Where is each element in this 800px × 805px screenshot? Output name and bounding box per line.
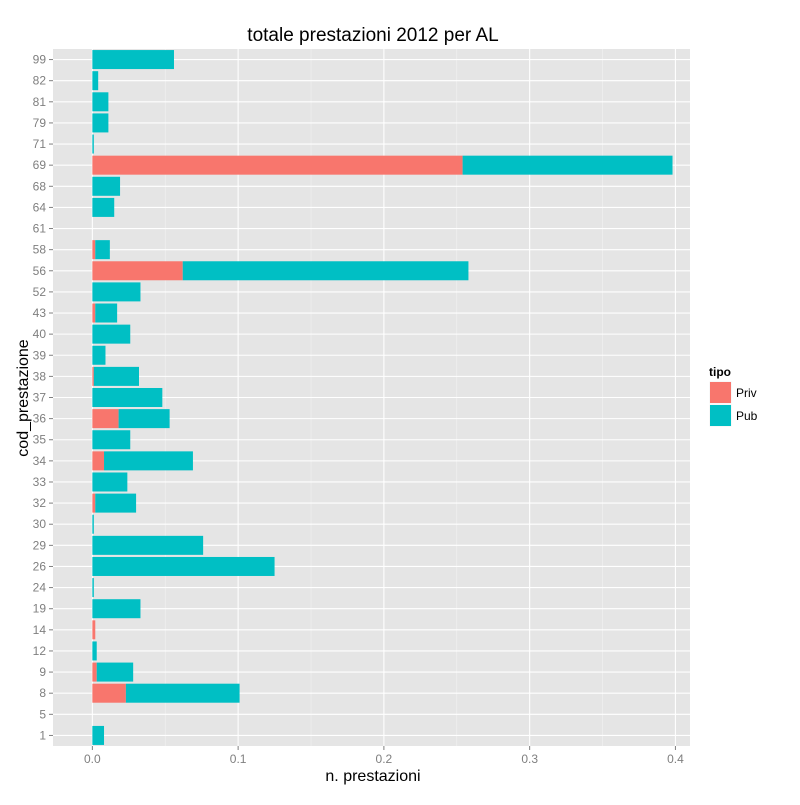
bar-pub-79: [92, 113, 109, 133]
y-tick-label: 68: [33, 179, 47, 193]
bar-priv-8: [92, 683, 126, 703]
y-tick-label: 40: [33, 327, 47, 341]
y-tick-label: 56: [33, 264, 47, 278]
bar-pub-56: [182, 261, 469, 281]
bar-priv-43: [92, 303, 96, 323]
y-tick-label: 36: [33, 412, 47, 426]
bar-pub-64: [92, 197, 115, 217]
x-axis-label: n. prestazioni: [325, 768, 420, 785]
bar-priv-34: [92, 451, 105, 471]
y-tick-label: 82: [33, 74, 47, 88]
bar-pub-24: [92, 578, 94, 598]
bar-pub-99: [92, 50, 174, 70]
bar-priv-32: [92, 493, 96, 513]
y-tick-label: 71: [33, 137, 47, 151]
bar-pub-39: [92, 345, 106, 365]
bar-pub-34: [104, 451, 193, 471]
bar-priv-38: [92, 366, 94, 386]
bar-pub-33: [92, 472, 128, 492]
y-tick-label: 58: [33, 243, 47, 257]
bar-pub-29: [92, 535, 204, 555]
y-tick-label: 5: [39, 707, 46, 721]
y-tick-label: 99: [33, 53, 47, 67]
y-tick-label: 69: [33, 158, 47, 172]
legend-swatch-pub: [710, 405, 731, 426]
y-tick-label: 43: [33, 306, 47, 320]
bar-pub-19: [92, 599, 141, 619]
bar-priv-9: [92, 662, 97, 682]
bar-pub-82: [92, 71, 99, 91]
y-tick-label: 39: [33, 348, 47, 362]
bar-pub-32: [95, 493, 137, 513]
legend-label-priv: Priv: [736, 386, 757, 400]
bar-pub-9: [96, 662, 134, 682]
y-tick-label: 29: [33, 538, 47, 552]
bars-group: [92, 50, 673, 745]
x-tick-label: 0.1: [230, 752, 247, 766]
y-tick-label: 19: [33, 602, 47, 616]
y-tick-label: 9: [39, 665, 46, 679]
y-tick-label: 52: [33, 285, 47, 299]
bar-pub-69: [462, 155, 673, 175]
bar-priv-14: [92, 620, 96, 640]
y-tick-label: 79: [33, 116, 47, 130]
legend-title: tipo: [709, 365, 731, 379]
y-tick-label: 34: [33, 454, 47, 468]
y-tick-label: 35: [33, 433, 47, 447]
y-axis-label: cod_prestazione: [15, 339, 32, 457]
y-tick-label: 14: [33, 623, 47, 637]
bar-pub-40: [92, 324, 131, 344]
bar-pub-1: [92, 725, 105, 745]
x-axis: 0.0 0.1 0.2 0.3 0.4: [84, 746, 684, 766]
bar-pub-30: [92, 514, 94, 534]
x-tick-label: 0.3: [521, 752, 538, 766]
x-tick-label: 0.2: [376, 752, 393, 766]
y-tick-label: 61: [33, 222, 47, 236]
y-tick-label: 1: [39, 728, 46, 742]
bar-pub-71: [92, 134, 94, 154]
bar-pub-8: [125, 683, 240, 703]
bar-pub-38: [93, 366, 140, 386]
legend: tipo Priv Pub: [708, 365, 758, 428]
y-tick-label: 33: [33, 475, 47, 489]
bar-priv-36: [92, 409, 119, 429]
bar-priv-56: [92, 261, 183, 281]
bar-pub-81: [92, 92, 109, 112]
bar-pub-68: [92, 176, 121, 196]
bar-priv-58: [92, 240, 96, 260]
bar-pub-35: [92, 430, 131, 450]
bar-pub-43: [95, 303, 118, 323]
y-tick-label: 32: [33, 496, 47, 510]
y-tick-label: 8: [39, 686, 46, 700]
y-tick-label: 37: [33, 391, 47, 405]
bar-pub-52: [92, 282, 141, 302]
y-tick-label: 64: [33, 200, 47, 214]
y-tick-label: 30: [33, 517, 47, 531]
y-tick-label: 12: [33, 644, 47, 658]
y-tick-label: 26: [33, 559, 47, 573]
bar-pub-37: [92, 387, 163, 408]
bar-pub-36: [118, 409, 170, 429]
legend-swatch-priv: [710, 382, 731, 403]
bar-pub-26: [92, 556, 275, 576]
y-tick-label: 81: [33, 95, 47, 109]
y-axis: 1589121419242629303233343536373839404352…: [33, 53, 53, 742]
bar-pub-12: [92, 641, 97, 661]
y-tick-label: 24: [33, 581, 47, 595]
bar-priv-69: [92, 155, 463, 175]
x-tick-label: 0.4: [667, 752, 684, 766]
x-tick-label: 0.0: [84, 752, 101, 766]
y-tick-label: 38: [33, 369, 47, 383]
chart-title: totale prestazioni 2012 per AL: [247, 25, 498, 46]
legend-label-pub: Pub: [736, 409, 758, 423]
bar-pub-58: [95, 240, 110, 260]
